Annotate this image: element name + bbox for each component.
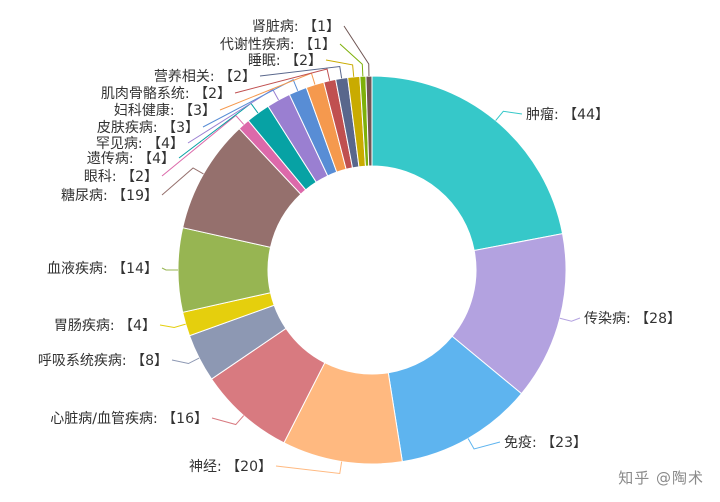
slice-label-9: 眼科: 【2】 xyxy=(84,169,158,185)
slice-label-13: 妇科健康: 【3】 xyxy=(114,102,216,119)
slice-label-10: 遗传病: 【4】 xyxy=(87,151,175,167)
watermark: 知乎 @陶术 xyxy=(618,469,704,487)
slice-label-11: 罕见病: 【4】 xyxy=(96,136,184,152)
leader-line-5 xyxy=(171,357,200,365)
leader-line-18 xyxy=(343,25,370,77)
leader-line-8 xyxy=(161,167,204,196)
leader-line-4 xyxy=(211,415,245,426)
slice-label-17: 代谢性疾病: 【1】 xyxy=(220,37,336,53)
slice-label-12: 皮肤疾病: 【3】 xyxy=(97,120,199,136)
leader-line-15 xyxy=(259,65,343,79)
slice-label-5: 呼吸系统疾病: 【8】 xyxy=(38,353,168,369)
slice-label-8: 糖尿病: 【19】 xyxy=(61,188,158,204)
slice-label-18: 肾脏病: 【1】 xyxy=(252,19,340,35)
slice-label-2: 免疫: 【23】 xyxy=(504,435,587,451)
slice-label-4: 心脏病/血管疾病: 【16】 xyxy=(50,411,208,427)
leader-line-12 xyxy=(202,78,299,128)
slices-group xyxy=(177,75,567,465)
leader-line-0 xyxy=(495,110,523,121)
leader-line-7 xyxy=(161,267,178,271)
leader-line-14 xyxy=(234,68,331,94)
slice-label-0: 肿瘤: 【44】 xyxy=(526,106,609,123)
leader-line-16 xyxy=(325,59,355,77)
slice-label-14: 肌肉骨骼系统: 【2】 xyxy=(101,86,231,102)
slice-0[interactable] xyxy=(371,75,564,252)
labels-group: 肿瘤: 【44】传染病: 【28】免疫: 【23】神经: 【20】 心脏病/血管疾… xyxy=(38,19,681,475)
leader-line-17 xyxy=(339,43,364,77)
leader-line-2 xyxy=(467,438,501,450)
slice-label-3: 神经: 【20】 xyxy=(189,459,272,475)
leader-line-3 xyxy=(275,461,343,475)
leader-line-11 xyxy=(187,88,279,144)
slice-label-15: 营养相关: 【2】 xyxy=(154,69,256,85)
slice-label-16: 睡眠: 【2】 xyxy=(248,53,322,69)
leader-line-6 xyxy=(159,323,186,328)
slice-label-7: 血液疾病: 【14】 xyxy=(47,261,158,277)
slice-label-1: 传染病: 【28】 xyxy=(584,311,681,327)
leader-line-1 xyxy=(559,317,581,322)
slice-label-6: 胃肠疾病: 【4】 xyxy=(54,318,156,334)
leader-lines-group xyxy=(159,25,581,475)
slice-18[interactable] xyxy=(365,75,373,167)
